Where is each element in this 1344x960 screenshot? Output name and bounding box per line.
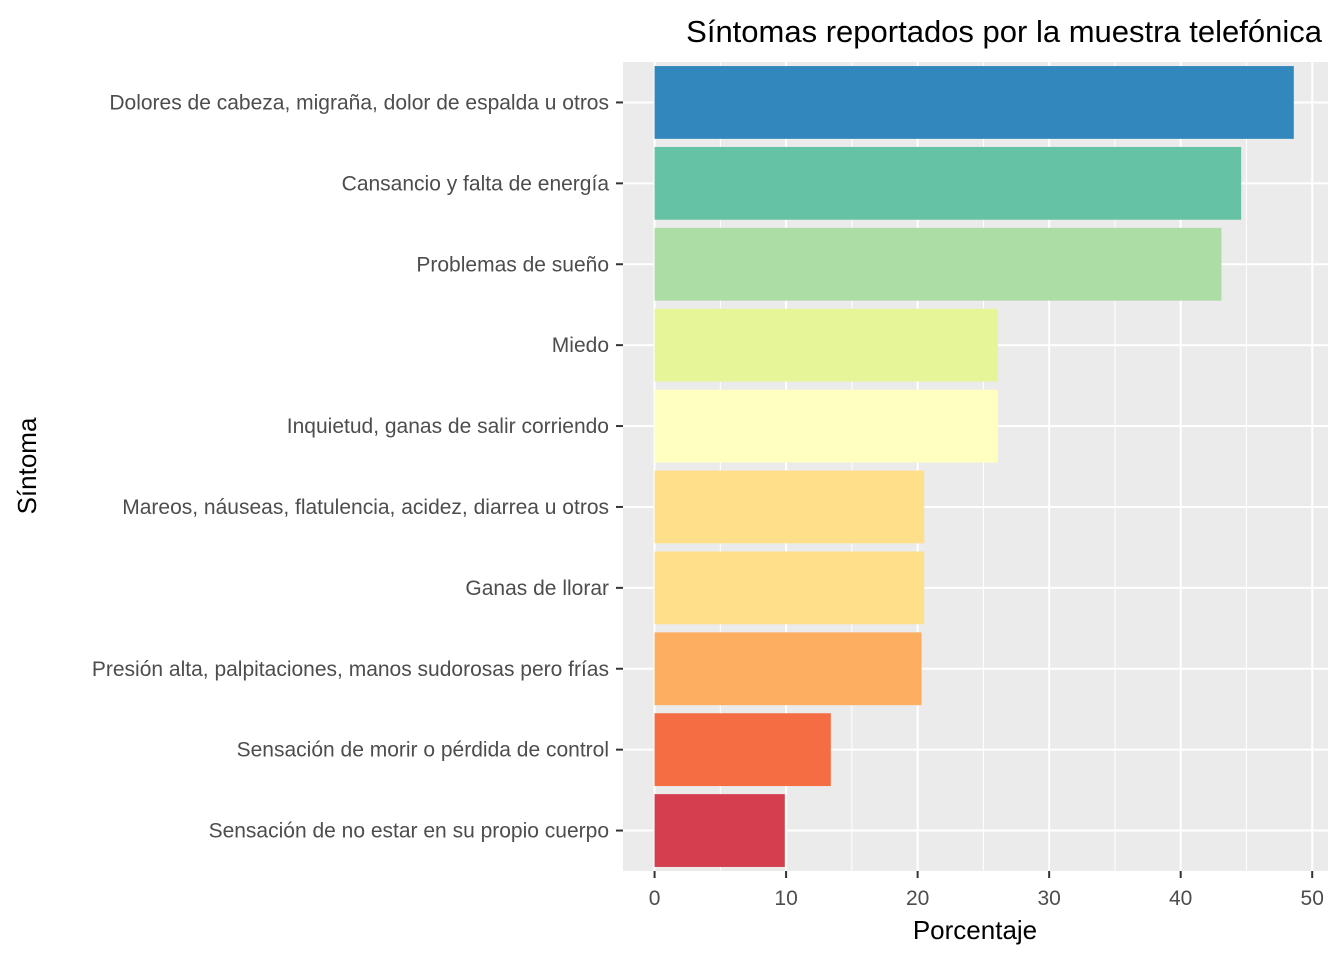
x-tick-label: 50: [1301, 887, 1324, 910]
category-label: Sensación de morir o pérdida de control: [237, 739, 609, 762]
y-axis-title: Síntoma: [12, 417, 42, 514]
x-axis: 0 10 20 30 40 50: [649, 871, 1324, 910]
category-label: Presión alta, palpitaciones, manos sudor…: [92, 658, 609, 681]
category-label: Problemas de sueño: [416, 253, 609, 276]
bar: [654, 227, 1222, 301]
x-tick-label: 0: [649, 887, 661, 910]
category-label: Dolores de cabeza, migraña, dolor de esp…: [109, 91, 609, 114]
bar: [654, 551, 925, 625]
bar: [654, 308, 998, 382]
bars: [654, 66, 1294, 867]
x-axis-title: Porcentaje: [913, 915, 1037, 945]
chart-title: Síntomas reportados por la muestra telef…: [686, 14, 1323, 49]
x-tick-label: 30: [1037, 887, 1060, 910]
x-tick-label: 40: [1169, 887, 1192, 910]
x-tick-label: 20: [906, 887, 929, 910]
category-labels: Dolores de cabeza, migraña, dolor de esp…: [92, 91, 609, 842]
y-axis-ticks: [616, 101, 623, 832]
x-tick-label: 10: [774, 887, 797, 910]
bar: [654, 146, 1242, 220]
bar: [654, 66, 1294, 139]
bar: [654, 632, 922, 706]
bar: [654, 713, 831, 787]
category-label: Ganas de llorar: [465, 577, 609, 600]
category-label: Cansancio y falta de energía: [342, 172, 610, 195]
category-label: Inquietud, ganas de salir corriendo: [287, 415, 609, 438]
bar: [654, 389, 998, 463]
category-label: Miedo: [552, 334, 609, 357]
category-label: Mareos, náuseas, flatulencia, acidez, di…: [122, 496, 609, 519]
category-label: Sensación de no estar en su propio cuerp…: [209, 820, 609, 843]
bar: [654, 470, 925, 544]
bar: [654, 794, 785, 867]
